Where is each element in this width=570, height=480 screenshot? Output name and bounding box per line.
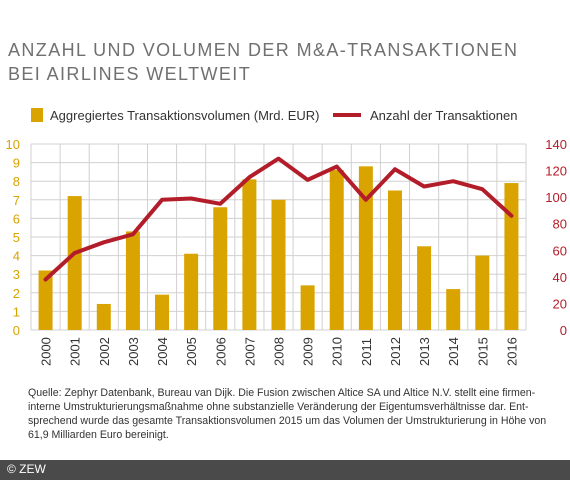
bar-2004 [155, 294, 170, 330]
legend-swatch-bars [31, 108, 43, 122]
y-right-tick-label: 140 [545, 137, 567, 152]
y-left-tick-label: 9 [13, 156, 20, 171]
y-left-tick-label: 5 [13, 230, 20, 245]
x-tick-label: 2004 [155, 337, 170, 366]
x-tick-label: 2001 [68, 337, 83, 366]
y-right-tick-label: 60 [553, 243, 567, 258]
x-tick-label: 2015 [475, 337, 490, 366]
x-tick-label: 2007 [242, 337, 257, 366]
y-left-tick-label: 10 [6, 137, 20, 152]
y-left-tick-label: 0 [13, 323, 20, 338]
x-tick-label: 2012 [388, 337, 403, 366]
x-tick-label: 2005 [184, 337, 199, 366]
y-right-tick-label: 80 [553, 217, 567, 232]
combo-chart: Aggregiertes Transaktionsvolumen (Mrd. E… [6, 108, 567, 366]
bar-2007 [242, 179, 257, 330]
bar-2015 [475, 255, 490, 330]
y-left-tick-label: 6 [13, 211, 20, 226]
chart-title-line-1: ANZAHL UND VOLUMEN DER M&A-TRANSAKTIONEN [8, 40, 519, 60]
bar-2013 [417, 246, 432, 330]
y-right-tick-label: 100 [545, 190, 567, 205]
x-tick-label: 2008 [272, 337, 287, 366]
bar-2010 [329, 170, 344, 330]
y-left-tick-label: 7 [13, 193, 20, 208]
y-right-tick-label: 0 [560, 323, 567, 338]
bar-2001 [67, 196, 82, 330]
bar-2002 [96, 303, 111, 330]
y-right-tick-label: 40 [553, 270, 567, 285]
x-tick-label: 2006 [213, 337, 228, 366]
y-right-tick-label: 20 [553, 296, 567, 311]
bar-2011 [358, 166, 373, 330]
y-left-tick-label: 3 [13, 267, 20, 282]
x-tick-label: 2013 [417, 337, 432, 366]
x-tick-label: 2016 [504, 337, 519, 366]
x-tick-label: 2014 [446, 337, 461, 366]
y-left-tick-label: 8 [13, 174, 20, 189]
chart-title-line-2: BEI AIRLINES WELTWEIT [8, 64, 252, 84]
bar-2012 [387, 190, 402, 330]
bar-2008 [271, 199, 286, 330]
bar-2005 [184, 253, 199, 330]
y-left-tick-label: 2 [13, 286, 20, 301]
legend-label-line: Anzahl der Transaktionen [370, 108, 517, 123]
y-right-tick-label: 120 [545, 164, 567, 179]
y-left-tick-label: 1 [13, 304, 20, 319]
bar-2000 [38, 270, 53, 330]
source-note: Quelle: Zephyr Datenbank, Bureau van Dij… [28, 387, 547, 441]
bar-2006 [213, 207, 228, 330]
x-tick-label: 2000 [39, 337, 54, 366]
bar-2014 [446, 289, 461, 330]
x-tick-label: 2003 [126, 337, 141, 366]
x-tick-label: 2010 [330, 337, 345, 366]
x-tick-label: 2002 [97, 337, 112, 366]
bar-2009 [300, 285, 315, 330]
bar-2016 [504, 183, 519, 330]
copyright-label: © ZEW [7, 462, 46, 476]
legend-label-bars: Aggregiertes Transaktionsvolumen (Mrd. E… [50, 108, 320, 123]
footer-bar: © ZEW [0, 460, 570, 480]
x-tick-label: 2009 [301, 337, 316, 366]
chart-title: ANZAHL UND VOLUMEN DER M&A-TRANSAKTIONEN… [8, 38, 548, 86]
bar-2003 [125, 231, 140, 330]
y-left-tick-label: 4 [13, 249, 20, 264]
x-tick-label: 2011 [359, 338, 374, 366]
